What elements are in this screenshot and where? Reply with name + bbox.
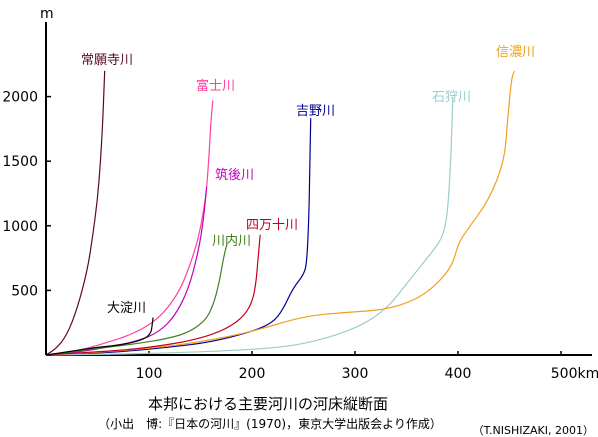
y-tick-label: 1000 [2,219,38,235]
river-label: 富士川 [196,78,235,94]
x-tick-label: 300 [342,366,369,382]
axes [45,22,592,356]
river-label: 吉野川 [296,104,335,119]
series-line [45,100,214,356]
river-label: 四万十川 [246,218,298,233]
series-line [45,70,106,356]
x-tick-label: 200 [239,366,266,382]
series-line [45,70,516,356]
y-tick-group: 500 1000 1500 2000 [2,90,51,299]
x-tick-group: 100 200 300 400 500km [136,351,598,382]
x-tick-label: 100 [136,366,163,382]
series-group [45,70,516,356]
series-line [45,186,208,356]
river-label: 常願寺川 [81,53,133,68]
series-line [45,242,228,356]
river-label: 川内川 [212,233,251,249]
river-label: 大淀川 [107,301,146,316]
x-tick-label: 400 [445,366,472,382]
y-tick-label: 1500 [2,154,38,170]
river-label: 石狩川 [432,90,471,105]
series-line [45,317,154,356]
x-tick-label: 500km [551,366,598,382]
river-label: 信濃川 [496,45,535,60]
series-line [45,96,454,356]
y-axis-unit: m [40,6,54,22]
chart-credit: （T.NISHIZAKI, 2001） [473,424,594,437]
y-tick-label: 500 [11,283,38,299]
series-line [45,234,261,356]
river-label: 筑後川 [215,167,254,183]
chart-subtitle: （小出 博:『日本の河川』(1970)，東京大学出版会より作成） [98,416,442,431]
series-line [45,117,312,356]
chart-title: 本邦における主要河川の河床縦断面 [148,395,388,413]
y-tick-label: 2000 [2,90,38,106]
